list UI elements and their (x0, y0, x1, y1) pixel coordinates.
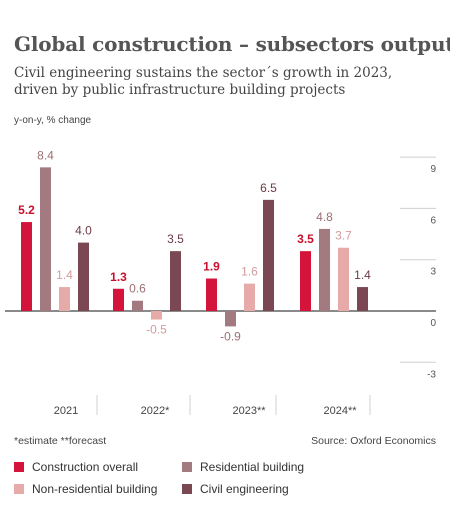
x-tick-label: 2021 (54, 405, 78, 417)
data-label: 8.4 (37, 148, 54, 162)
y-axis-unit-label: y-on-y, % change (14, 115, 92, 126)
bar-non-residential-building-2021 (59, 287, 70, 311)
x-tick-label: 2024** (323, 405, 357, 417)
data-label: 1.9 (203, 260, 220, 274)
bar-residential-building-2021 (40, 167, 51, 311)
bar-non-residential-building-2023 (244, 283, 255, 311)
bar-non-residential-building-2024 (338, 247, 349, 311)
data-label: 3.7 (335, 229, 352, 243)
legend-swatch (182, 484, 192, 494)
data-label: 6.5 (260, 181, 277, 195)
y-tick-label: 6 (430, 215, 436, 226)
legend-label: Residential building (200, 460, 305, 474)
bars-layer (21, 167, 368, 327)
legend-swatch (14, 462, 24, 472)
y-tick-label: 0 (430, 318, 436, 329)
y-tick-label: -3 (427, 369, 436, 380)
legend-item-residential-building: Residential building (182, 460, 304, 474)
chart-subtitle: Civil engineering sustains the sector´s … (14, 65, 393, 98)
data-label: -0.5 (146, 323, 167, 337)
data-label: 3.5 (297, 232, 314, 246)
value-labels-layer: 5.2 1.3 1.9 3.5 8.4 0.6 -0.9 4.8 1.4 -0.5 1.6 3.7 4.… (18, 148, 371, 343)
data-label: 0.6 (129, 282, 146, 296)
data-label: -0.9 (220, 329, 241, 343)
legend-item-non-residential-building: Non-residential building (14, 482, 157, 496)
data-label: 1.6 (241, 265, 258, 279)
footnote: *estimate **forecast (14, 435, 107, 447)
legend-item-civil-engineering: Civil engineering (182, 482, 289, 496)
data-label: 4.8 (316, 210, 333, 224)
chart-title: Global construction – subsectors output (14, 32, 450, 56)
legend-swatch (14, 484, 24, 494)
data-label: 1.4 (354, 268, 371, 282)
y-tick-label: 9 (430, 164, 436, 175)
axis-layer: 9 6 3 0 -3 2021 2022* 2023** 2024** (54, 164, 437, 417)
bar-residential-building-2023 (225, 311, 236, 327)
bar-construction-overall-2022 (113, 288, 124, 311)
legend-label: Civil engineering (200, 482, 289, 496)
x-tick-label: 2023** (232, 405, 266, 417)
data-label: 3.5 (167, 232, 184, 246)
y-tick-label: 3 (430, 267, 436, 278)
source-note: Source: Oxford Economics (311, 435, 436, 447)
bar-civil-engineering-2023 (263, 199, 274, 311)
bar-chart: 5.2 1.3 1.9 3.5 8.4 0.6 -0.9 4.8 1.4 -0.5 1.6 3.7 4.… (5, 148, 437, 417)
data-label: 1.4 (56, 268, 73, 282)
data-label: 4.0 (75, 224, 92, 238)
legend-swatch (182, 462, 192, 472)
bar-construction-overall-2024 (300, 251, 311, 311)
bar-civil-engineering-2021 (78, 242, 89, 311)
bar-construction-overall-2021 (21, 222, 32, 311)
x-tick-label: 2022* (141, 405, 170, 417)
data-label: 5.2 (18, 203, 35, 217)
legend-label: Construction overall (32, 460, 139, 474)
bar-residential-building-2022 (132, 300, 143, 311)
bar-civil-engineering-2024 (357, 287, 368, 311)
legend-item-construction-overall: Construction overall (14, 460, 138, 474)
bar-residential-building-2024 (319, 228, 330, 311)
legend-label: Non-residential building (32, 482, 158, 496)
bar-civil-engineering-2022 (170, 251, 181, 311)
data-label: 1.3 (110, 270, 127, 284)
bar-construction-overall-2023 (206, 278, 217, 311)
bar-non-residential-building-2022 (151, 311, 162, 320)
